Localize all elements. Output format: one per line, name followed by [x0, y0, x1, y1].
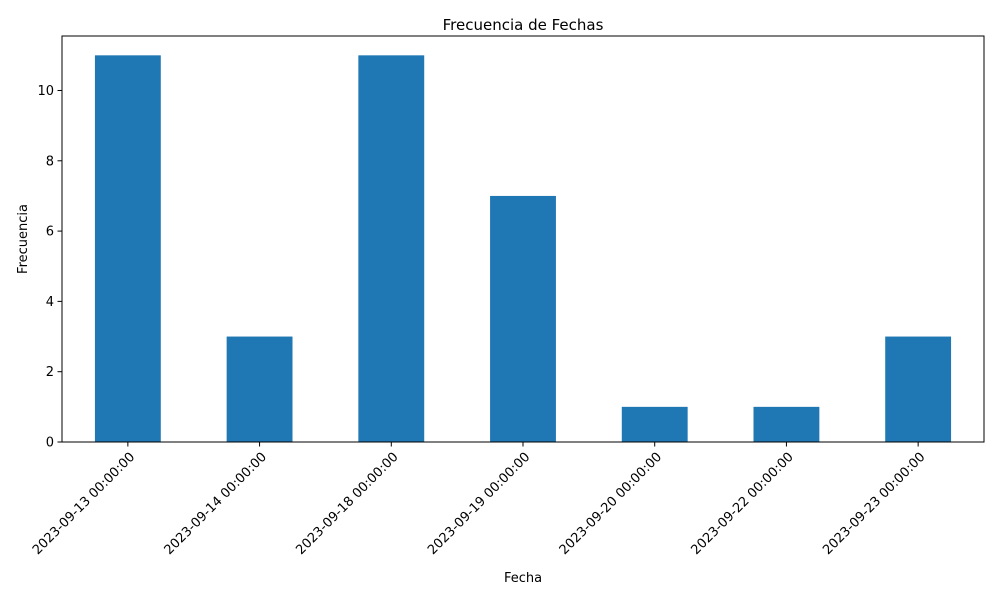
y-tick-label: 2 — [46, 365, 54, 380]
x-axis-label: Fecha — [504, 571, 542, 586]
y-tick-label: 8 — [46, 154, 54, 169]
y-axis-label: Frecuencia — [16, 204, 31, 274]
plot-frame — [61, 35, 985, 443]
y-tick-label: 6 — [46, 225, 54, 240]
y-tick-label: 0 — [46, 436, 54, 451]
bars-layer — [94, 55, 952, 442]
y-axis-ticks: 0 2 4 6 8 10 — [37, 84, 62, 451]
y-tick-label: 4 — [46, 295, 54, 310]
bar — [621, 406, 688, 442]
chart-title: Frecuencia de Fechas — [443, 16, 604, 34]
bar — [226, 336, 293, 442]
bar — [490, 195, 556, 442]
bar — [753, 406, 820, 442]
bar — [94, 55, 161, 442]
bar — [358, 55, 425, 442]
y-tick-label: 10 — [37, 84, 54, 99]
bar — [885, 336, 952, 442]
